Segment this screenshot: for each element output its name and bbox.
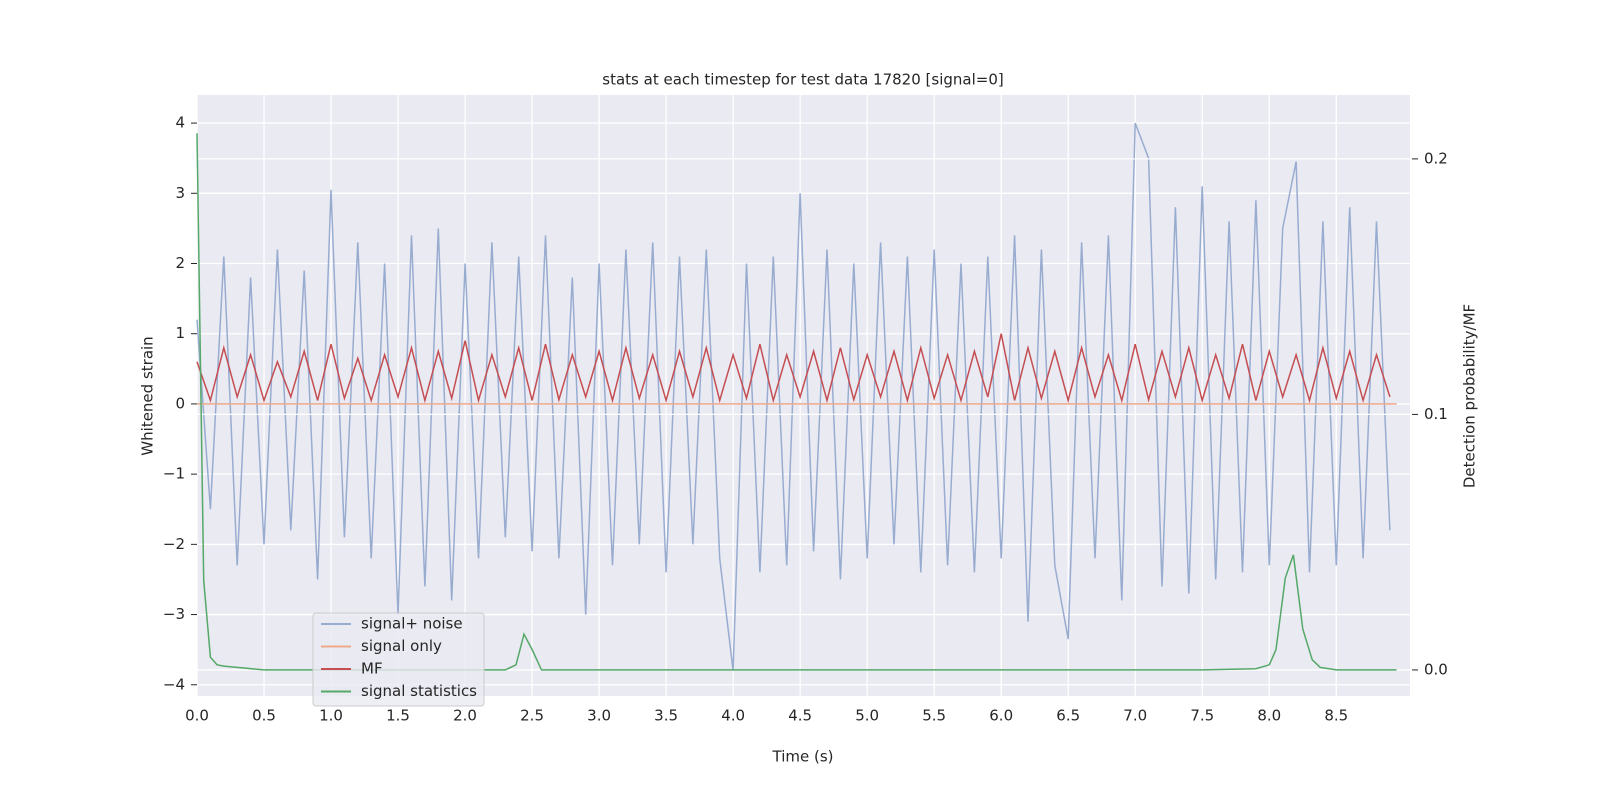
y-tick-label: 4 — [175, 114, 185, 132]
x-tick-label: 2.5 — [520, 707, 544, 725]
y2-tick-label: 0.2 — [1424, 149, 1448, 167]
x-tick-label: 5.5 — [922, 707, 946, 725]
y-tick-label: 1 — [175, 324, 185, 342]
chart-title: stats at each timestep for test data 178… — [602, 71, 1003, 89]
y-axis-label: Whitened strain — [139, 336, 157, 455]
x-axis-label: Time (s) — [772, 748, 834, 766]
y-tick-label: 3 — [175, 184, 185, 202]
series-line — [196, 133, 1397, 671]
x-tick-label: 4.5 — [788, 707, 812, 725]
x-tick-label: 3.5 — [654, 707, 678, 725]
y-tick-label: −3 — [163, 605, 185, 623]
y2-tick-label: 0.1 — [1424, 405, 1448, 423]
y2-tick-label: 0.0 — [1424, 660, 1448, 678]
x-tick-label: 6.5 — [1056, 707, 1080, 725]
x-tick-label: 4.0 — [721, 707, 745, 725]
x-tick-label: 7.0 — [1123, 707, 1147, 725]
y-tick-label: −1 — [163, 465, 185, 483]
legend-label: signal statistics — [361, 682, 477, 700]
x-tick-label: 1.5 — [386, 707, 410, 725]
x-tick-label: 2.0 — [453, 707, 477, 725]
legend-label: signal+ noise — [361, 615, 463, 633]
legend-box — [312, 612, 485, 707]
y2-axis-label: Detection probability/MF — [1461, 304, 1479, 488]
y-tick-label: −4 — [163, 675, 185, 693]
x-tick-label: 1.0 — [319, 707, 343, 725]
y-tick-label: 2 — [175, 254, 185, 272]
series-line — [196, 122, 1391, 671]
series-line — [196, 333, 1391, 404]
x-tick-label: 6.0 — [989, 707, 1013, 725]
x-tick-label: 5.0 — [855, 707, 879, 725]
x-tick-label: 8.5 — [1324, 707, 1348, 725]
y-tick-label: −2 — [163, 535, 185, 553]
x-tick-label: 3.0 — [587, 707, 611, 725]
x-tick-label: 8.0 — [1257, 707, 1281, 725]
x-tick-label: 0.5 — [252, 707, 276, 725]
legend-label: MF — [361, 660, 383, 678]
x-tick-label: 0.0 — [185, 707, 209, 725]
legend-label: signal only — [361, 637, 442, 655]
y-tick-label: 0 — [175, 394, 185, 412]
x-tick-label: 7.5 — [1190, 707, 1214, 725]
